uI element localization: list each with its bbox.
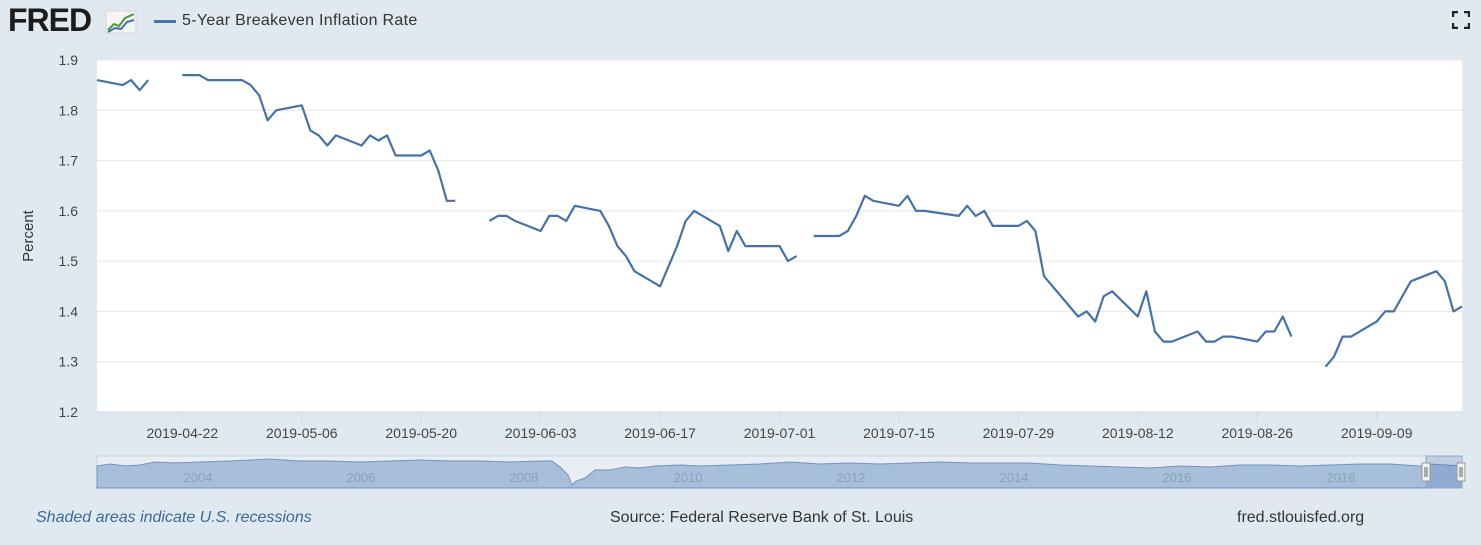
- y-tick-label: 1.9: [59, 52, 79, 68]
- navigator-year-label: 2008: [510, 470, 539, 485]
- navigator-year-label: 2006: [347, 470, 376, 485]
- series-line-segment[interactable]: [488, 204, 798, 288]
- logo-text: FRED: [8, 2, 92, 38]
- series-lines: [96, 73, 1463, 368]
- y-tick-label: 1.3: [59, 354, 79, 370]
- legend: 5-Year Breakeven Inflation Rate: [154, 12, 418, 30]
- plot-area: [97, 60, 1462, 412]
- legend-swatch: [154, 19, 176, 23]
- navigator-year-label: 2004: [184, 470, 213, 485]
- navigator-year-label: 2010: [674, 470, 703, 485]
- x-tick-label: 2019-07-15: [863, 425, 935, 441]
- navigator-area: [96, 458, 1463, 489]
- y-tick-label: 1.4: [59, 303, 79, 319]
- line-graph-icon: [105, 10, 137, 34]
- navigator-year-label: 2012: [837, 470, 866, 485]
- x-tick-label: 2019-05-06: [266, 425, 338, 441]
- y-axis-label: Percent: [20, 209, 37, 262]
- navigator-selection[interactable]: [1425, 455, 1463, 489]
- legend-label: 5-Year Breakeven Inflation Rate: [182, 12, 418, 29]
- navigator-handle-right[interactable]: [1456, 462, 1466, 482]
- series-line-segment[interactable]: [96, 78, 150, 92]
- y-tick-label: 1.2: [59, 404, 79, 420]
- source-note: Source: Federal Reserve Bank of St. Loui…: [610, 509, 914, 526]
- y-tick-label: 1.5: [59, 253, 79, 269]
- series-line-segment[interactable]: [1324, 270, 1463, 368]
- navigator-handle-left[interactable]: [1421, 462, 1431, 482]
- x-tick-label: 2019-07-01: [744, 425, 816, 441]
- x-tick-label: 2019-05-20: [385, 425, 457, 441]
- x-tick-label: 2019-06-03: [505, 425, 577, 441]
- y-tick-label: 1.6: [59, 203, 79, 219]
- chart-header: FRED 5-Year Breakeven Inflation Rate: [0, 0, 1481, 48]
- x-tick-label: 2019-08-12: [1102, 425, 1174, 441]
- series-line-segment[interactable]: [813, 194, 1293, 343]
- fullscreen-icon[interactable]: [1452, 11, 1470, 29]
- x-tick-label: 2019-09-09: [1341, 425, 1413, 441]
- navigator-year-label: 2016: [1163, 470, 1192, 485]
- grid: [97, 59, 1462, 413]
- fred-logo[interactable]: FRED: [8, 2, 92, 39]
- y-axis: 1.2 1.3 1.4 1.5 1.6 1.7 1.8 1.9: [59, 52, 79, 420]
- navigator-year-label: 2014: [1000, 470, 1029, 485]
- x-tick-label: 2019-08-26: [1221, 425, 1293, 441]
- y-tick-label: 1.8: [59, 102, 79, 118]
- navigator-year-label: 2018: [1327, 470, 1356, 485]
- x-tick-label: 2019-07-29: [983, 425, 1055, 441]
- recession-note[interactable]: Shaded areas indicate U.S. recessions: [36, 509, 312, 526]
- series-line-segment[interactable]: [182, 73, 456, 202]
- navigator-year-labels: 2004 2006 2008 2010 2012 2014 2016 2018: [184, 470, 1356, 485]
- x-tick-label: 2019-06-17: [624, 425, 696, 441]
- x-axis: 2019-04-22 2019-05-06 2019-05-20 2019-06-03…: [147, 412, 1413, 441]
- navigator[interactable]: 2004 2006 2008 2010 2012 2014 2016 2018: [96, 455, 1466, 489]
- site-url[interactable]: fred.stlouisfed.org: [1237, 509, 1365, 526]
- y-tick-label: 1.7: [59, 153, 79, 169]
- x-tick-label: 2019-04-22: [147, 425, 219, 441]
